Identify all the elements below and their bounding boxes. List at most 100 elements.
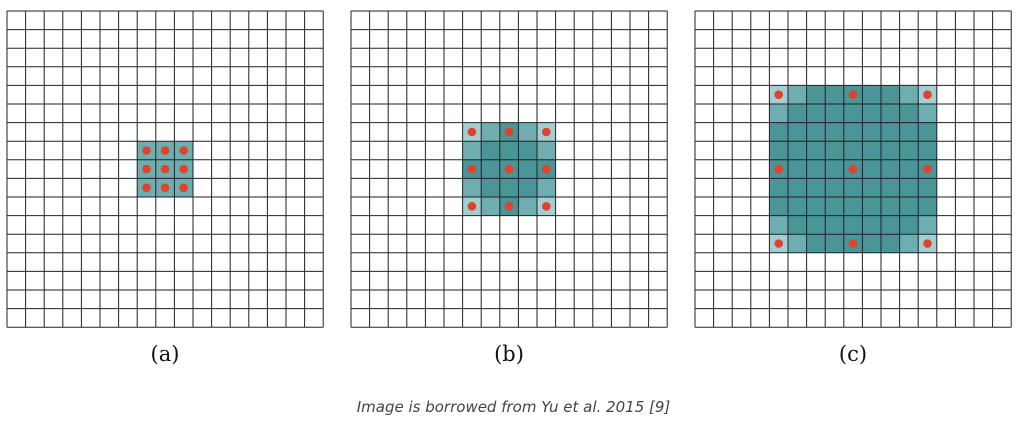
receptive-field-cell: [881, 141, 900, 160]
receptive-field-cell: [881, 197, 900, 216]
receptive-field-cell: [899, 85, 919, 104]
receptive-field-cell: [881, 159, 900, 179]
kernel-sample-dot: [848, 239, 858, 248]
receptive-field-cell: [788, 85, 807, 104]
receptive-field-cell: [481, 122, 500, 142]
receptive-field-cell: [881, 104, 900, 123]
receptive-field-cell: [481, 141, 500, 160]
receptive-field-cell: [806, 234, 826, 253]
kernel-sample-dot: [142, 164, 151, 174]
receptive-field-cell: [862, 234, 881, 253]
receptive-field-cell: [518, 178, 537, 197]
kernel-sample-dot: [923, 164, 932, 174]
receptive-field-cell: [843, 141, 863, 160]
receptive-field-cell: [862, 197, 881, 216]
receptive-field-cell: [862, 178, 881, 197]
grid-panel-b: [350, 10, 668, 328]
receptive-field-cell: [918, 141, 937, 160]
receptive-field-cell: [537, 141, 556, 160]
kernel-sample-dot: [542, 127, 551, 137]
kernel-sample-dot: [179, 183, 188, 192]
grid-panel-c: [694, 10, 1012, 328]
receptive-field-cell: [918, 122, 937, 142]
kernel-sample-dot: [774, 239, 783, 248]
receptive-field-cell: [862, 215, 881, 235]
kernel-sample-dot: [142, 146, 151, 155]
kernel-sample-dot: [504, 202, 514, 211]
receptive-field-cell: [862, 159, 881, 179]
receptive-field-cell: [918, 215, 937, 235]
receptive-field-cell: [769, 197, 788, 216]
kernel-sample-dot: [504, 127, 514, 137]
receptive-field-cell: [518, 197, 537, 216]
receptive-field-cell: [537, 178, 556, 197]
receptive-field-cell: [481, 159, 500, 179]
receptive-field-cell: [825, 197, 844, 216]
receptive-field-cell: [769, 178, 788, 197]
receptive-field-cell: [825, 178, 844, 197]
receptive-field-cell: [918, 178, 937, 197]
receptive-field-cell: [462, 141, 482, 160]
receptive-field-cell: [899, 122, 919, 142]
kernel-sample-dot: [923, 239, 932, 248]
receptive-field-cell: [843, 215, 863, 235]
receptive-field-cell: [843, 122, 863, 142]
receptive-field-cell: [899, 159, 919, 179]
receptive-field-cell: [918, 104, 937, 123]
receptive-field-cell: [881, 122, 900, 142]
receptive-field-cell: [481, 178, 500, 197]
receptive-field-cell: [899, 197, 919, 216]
receptive-field-cell: [881, 234, 900, 253]
receptive-field-cell: [862, 141, 881, 160]
kernel-sample-dot: [179, 146, 188, 155]
receptive-field-cell: [806, 159, 826, 179]
kernel-sample-dot: [467, 164, 477, 174]
kernel-sample-dot: [774, 90, 783, 99]
kernel-sample-dot: [179, 164, 188, 174]
receptive-field-cell: [862, 104, 881, 123]
receptive-field-cell: [518, 159, 537, 179]
receptive-field-cell: [806, 215, 826, 235]
kernel-sample-dot: [467, 127, 477, 137]
receptive-field-cell: [788, 159, 807, 179]
figure-caption: Image is borrowed from Yu et al. 2015 [9…: [356, 398, 671, 416]
receptive-field-cell: [499, 141, 519, 160]
receptive-field-cell: [788, 178, 807, 197]
receptive-field-cell: [499, 178, 519, 197]
kernel-sample-dot: [848, 90, 858, 99]
kernel-sample-dot: [467, 202, 477, 211]
grid-panel-a: [6, 10, 324, 328]
kernel-sample-dot: [504, 164, 514, 174]
panel-label-a: (a): [150, 342, 180, 366]
kernel-sample-dot: [160, 183, 170, 192]
receptive-field-cell: [806, 104, 826, 123]
receptive-field-cell: [825, 104, 844, 123]
receptive-field-cell: [518, 122, 537, 142]
receptive-field-cell: [843, 178, 863, 197]
receptive-field-cell: [825, 215, 844, 235]
receptive-field-cell: [788, 234, 807, 253]
receptive-field-cell: [843, 197, 863, 216]
receptive-field-cell: [825, 141, 844, 160]
receptive-field-cell: [769, 215, 788, 235]
kernel-sample-dot: [542, 202, 551, 211]
receptive-field-cell: [806, 197, 826, 216]
receptive-field-cell: [788, 197, 807, 216]
receptive-field-cell: [481, 197, 500, 216]
receptive-field-cell: [788, 122, 807, 142]
receptive-field-cell: [769, 122, 788, 142]
receptive-field-cell: [788, 215, 807, 235]
receptive-field-cell: [862, 122, 881, 142]
kernel-sample-dot: [542, 164, 551, 174]
receptive-field-cell: [769, 104, 788, 123]
panel-label-b: (b): [494, 342, 524, 366]
receptive-field-cell: [788, 141, 807, 160]
kernel-sample-dot: [923, 90, 932, 99]
receptive-field-cell: [518, 141, 537, 160]
kernel-sample-dot: [142, 183, 151, 192]
kernel-sample-dot: [774, 164, 783, 174]
receptive-field-cell: [899, 178, 919, 197]
receptive-field-cell: [899, 141, 919, 160]
receptive-field-cell: [843, 104, 863, 123]
receptive-field-cell: [881, 215, 900, 235]
